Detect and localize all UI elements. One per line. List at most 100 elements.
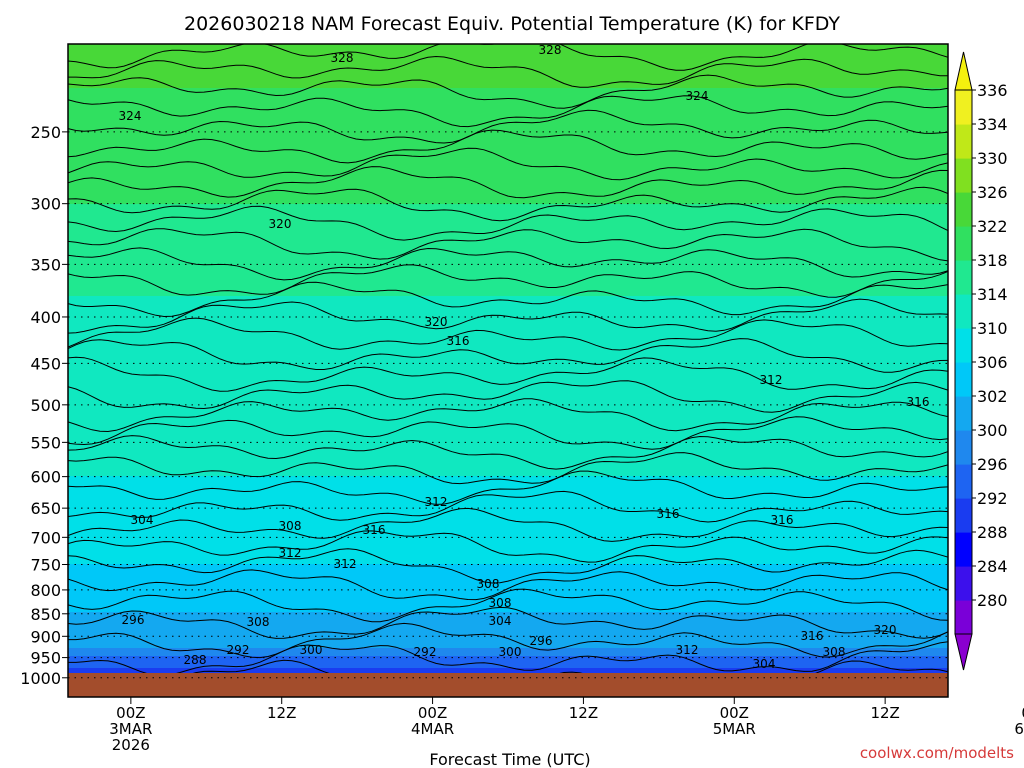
colorbar-label: 292 [977, 489, 1008, 508]
colorbar-swatch [955, 362, 972, 397]
contour-line [68, 622, 948, 659]
shade-band [68, 68, 948, 73]
colorbar-swatch [955, 600, 972, 635]
shade-band [68, 312, 948, 317]
contour-label: 316 [657, 507, 680, 521]
contour-line [68, 264, 948, 298]
shade-band [68, 436, 948, 441]
shade-band [68, 384, 948, 389]
shade-band [68, 548, 948, 553]
colorbar-swatch [955, 90, 972, 125]
contour-line [68, 380, 948, 413]
contour-line [68, 298, 948, 334]
shade-band [68, 348, 948, 353]
contour-line [68, 452, 948, 485]
shade-band [68, 72, 948, 77]
colorbar-label: 326 [977, 183, 1008, 202]
shade-band [68, 208, 948, 213]
contour-line [68, 338, 948, 373]
shade-band [68, 368, 948, 373]
contour-line [68, 95, 948, 128]
contour-line [68, 356, 948, 392]
contour-line [68, 416, 948, 450]
shade-band [68, 196, 948, 201]
contour-line [68, 530, 948, 563]
shade-band [68, 532, 948, 537]
contour-label: 296 [530, 634, 553, 648]
shade-band [68, 356, 948, 361]
y-tick-label: 500 [30, 396, 61, 415]
shade-band [68, 568, 948, 573]
shade-band [68, 236, 948, 241]
shade-band [68, 460, 948, 465]
shade-band [68, 232, 948, 237]
shade-band [68, 212, 948, 217]
shade-band [68, 204, 948, 209]
x-tick-label: 2026 [112, 736, 150, 754]
contour-lines [68, 44, 948, 693]
credit-text: coolwx.com/modelts [860, 744, 1014, 762]
shaded-bands [68, 44, 948, 697]
colorbar-swatch [955, 430, 972, 465]
shade-band [68, 592, 948, 597]
x-tick-label: 00Z [116, 704, 145, 722]
colorbar-min-arrow [954, 633, 973, 671]
shade-band [68, 112, 948, 117]
shade-band [68, 324, 948, 329]
shade-band [68, 160, 948, 165]
shade-band [68, 364, 948, 369]
colorbar-label: 284 [977, 557, 1008, 576]
shade-band [68, 512, 948, 517]
shade-band [68, 128, 948, 133]
shade-band [68, 608, 948, 613]
shade-band [68, 508, 948, 513]
contour-line [68, 490, 948, 523]
shade-band [68, 604, 948, 609]
shade-band [68, 452, 948, 457]
colorbar-label: 288 [977, 523, 1008, 542]
shade-band [68, 272, 948, 277]
shade-band [68, 64, 948, 69]
shade-band [68, 516, 948, 521]
shade-band [68, 228, 948, 233]
shade-band [68, 440, 948, 445]
y-tick-label: 400 [30, 308, 61, 327]
shade-band [68, 136, 948, 141]
contour-line [68, 166, 948, 199]
x-tick-label: 12Z [870, 704, 899, 722]
contour-label: 312 [760, 373, 783, 387]
shade-band [68, 248, 948, 253]
contour-label: 308 [489, 596, 512, 610]
shade-band [68, 424, 948, 429]
y-tick-label: 1000 [20, 669, 61, 688]
shade-band [68, 388, 948, 393]
x-tick-label: 00Z [720, 704, 749, 722]
shade-band [68, 344, 948, 349]
contour-line [68, 435, 948, 470]
shade-band [68, 268, 948, 273]
contour-label: 296 [122, 613, 145, 627]
shade-band [68, 56, 948, 61]
y-tick-label: 350 [30, 255, 61, 274]
contour-line [68, 548, 948, 584]
contour-line [68, 569, 948, 601]
shade-band [68, 304, 948, 309]
shade-band [68, 600, 948, 605]
contour-label: 324 [119, 109, 142, 123]
shade-band [68, 416, 948, 421]
colorbar-swatch [955, 464, 972, 499]
x-tick-label: 00Z [418, 704, 447, 722]
shade-band [68, 92, 948, 97]
shade-band [68, 332, 948, 337]
shade-band [68, 552, 948, 557]
contour-label: 316 [447, 334, 470, 348]
shade-band [68, 164, 948, 169]
shade-band [68, 48, 948, 53]
contour-label: 304 [131, 513, 154, 527]
colorbar-swatch [955, 124, 972, 159]
shade-band [68, 408, 948, 413]
contour-label: 304 [489, 614, 512, 628]
colorbar-label: 306 [977, 353, 1008, 372]
contour-line [68, 317, 948, 351]
shade-band [68, 252, 948, 257]
